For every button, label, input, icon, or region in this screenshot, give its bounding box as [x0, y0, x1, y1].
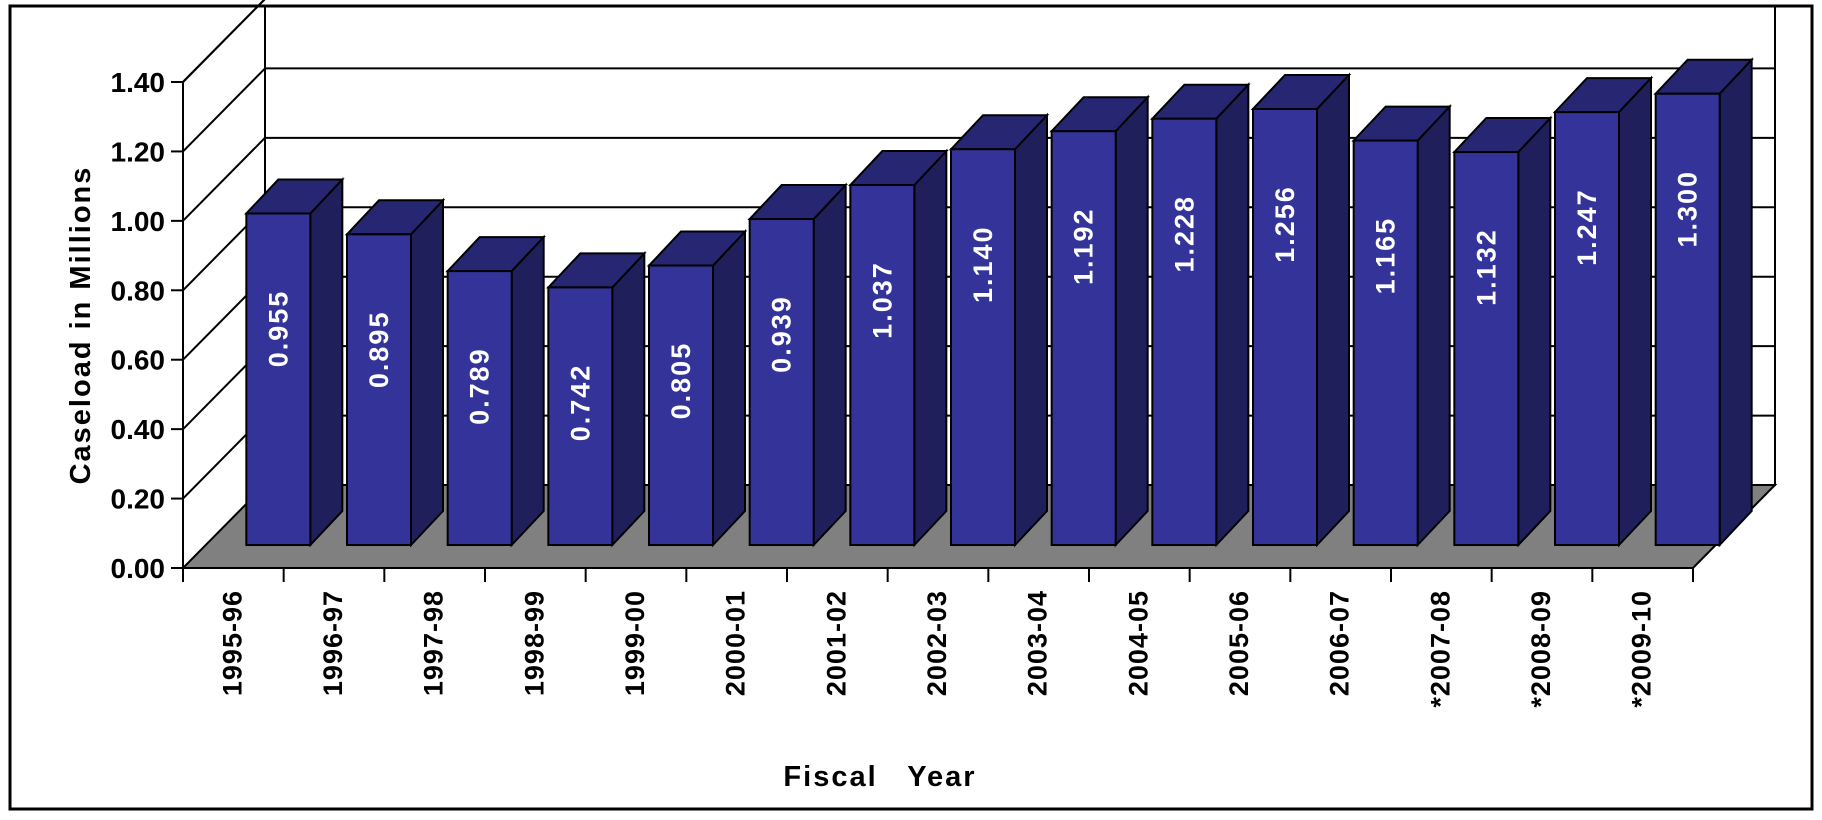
bar-value-label: 1.132 [1471, 228, 1501, 306]
bar-1995-96: 0.955 [244, 176, 345, 548]
gridline-left [182, 0, 266, 83]
bar-value-label: 0.805 [666, 342, 696, 420]
bar-front [1352, 139, 1419, 546]
bar-front [1151, 117, 1218, 547]
bar-est-2007-08: 1.132 [1452, 115, 1553, 548]
bar-side [510, 234, 545, 548]
bar-side [1014, 112, 1048, 548]
bar-side [410, 197, 444, 548]
y-tick-label: 0.40 [111, 414, 166, 445]
bar-front [1554, 111, 1620, 546]
bar-2001-02: 1.037 [848, 148, 949, 548]
gridline-left [182, 67, 266, 153]
x-tick-label: *2009-10 [1627, 590, 1657, 708]
x-tick-label: 2006-07 [1325, 590, 1355, 696]
x-tick-label: 2005-06 [1224, 590, 1254, 696]
bar-side [1215, 82, 1250, 548]
bar-value-label: 1.228 [1169, 195, 1199, 273]
bar-value-label: 0.955 [263, 290, 293, 368]
bar-front [648, 264, 714, 546]
x-tick-label: 2004-05 [1123, 590, 1153, 696]
bar-1996-97: 0.895 [344, 197, 446, 548]
bar-front [1453, 151, 1520, 547]
bar-front [1252, 107, 1318, 546]
x-tick-label: 2002-03 [922, 590, 952, 696]
bar-front [245, 212, 312, 546]
bar-value-label: 1.300 [1673, 170, 1703, 248]
y-tick-label: 1.00 [111, 206, 166, 237]
bar-front [346, 233, 412, 547]
y-tick-label: 0.80 [111, 275, 166, 306]
bar-1998-99: 0.742 [546, 250, 647, 548]
bar-side [1618, 75, 1652, 548]
y-tick-label: 0.60 [111, 345, 166, 376]
bar-front [1654, 92, 1721, 546]
chart-border [8, 4, 1814, 811]
bar-1997-98: 0.789 [445, 234, 546, 548]
bar-value-label: 1.247 [1572, 188, 1602, 266]
bar-2006-07: 1.165 [1351, 104, 1452, 548]
bar-value-label: 1.140 [968, 225, 998, 303]
y-tick-label: 1.20 [111, 136, 166, 167]
bar-front [446, 270, 513, 546]
bar-value-label: 1.256 [1270, 185, 1300, 263]
y-tick-label: 0.20 [111, 484, 166, 515]
bar-side [309, 176, 344, 548]
x-tick-label: 1995-96 [217, 590, 247, 696]
x-tick-label: *2008-09 [1526, 590, 1556, 708]
bar-side [812, 182, 847, 548]
bar-2002-03: 1.140 [948, 112, 1050, 548]
bar-value-label: 0.939 [767, 295, 797, 373]
bar-2004-05: 1.228 [1150, 82, 1251, 548]
y-tick-label: 0.00 [111, 553, 166, 584]
bar-side [1316, 72, 1350, 548]
bar-value-label: 1.192 [1069, 207, 1099, 285]
bar-side [1416, 104, 1451, 548]
bar-side [1517, 115, 1552, 548]
x-axis-title: Fiscal Year [783, 761, 976, 793]
x-tick-label: 2003-04 [1023, 590, 1053, 696]
bar-side [1718, 57, 1753, 548]
bar-2003-04: 1.192 [1049, 94, 1150, 548]
bar-value-label: 1.037 [867, 261, 897, 339]
bar-front [748, 218, 815, 546]
x-tick-label: 1999-00 [620, 590, 650, 696]
x-tick-label: 1996-97 [318, 590, 348, 696]
bar-side [611, 250, 646, 548]
bars: 0.955 0.895 0.789 0.742 0.805 0.939 1.037 1.140… [244, 57, 1754, 548]
bar-side [1114, 94, 1149, 548]
x-tick-label: 1997-98 [419, 590, 449, 696]
x-tick-label: 1998-99 [519, 590, 549, 696]
bar-front [950, 148, 1016, 546]
bar-est-2009-10: 1.300 [1653, 57, 1754, 548]
bar-value-label: 1.165 [1371, 217, 1401, 295]
bar-front [1050, 130, 1117, 546]
bar-2005-06: 1.256 [1250, 72, 1352, 548]
gridline-left [182, 137, 266, 222]
bar-side [712, 229, 746, 548]
x-tick-labels: 1995-96 1996-97 1997-98 1998-99 1999-00 2000-… [217, 590, 1656, 708]
x-tick-label: *2007-08 [1425, 590, 1455, 708]
bar-value-label: 0.742 [565, 364, 595, 442]
y-tick-label: 1.40 [111, 67, 166, 98]
x-tick-label: 2000-01 [721, 590, 751, 696]
bar-value-label: 0.895 [364, 311, 394, 389]
axes [171, 81, 1694, 582]
bar-value-label: 0.789 [465, 347, 495, 425]
y-axis-title: Caseload in Millions [65, 166, 97, 485]
y-tick-labels: 0.00 0.20 0.40 0.60 0.80 1.00 1.20 1.40 [111, 67, 166, 584]
bar-2000-01: 0.939 [747, 182, 848, 548]
bar-est-2008-09: 1.247 [1552, 75, 1654, 548]
x-tick-label: 2001-02 [821, 590, 851, 696]
bar-side [913, 148, 948, 548]
bar-front [849, 184, 916, 547]
bar-1999-00: 0.805 [646, 229, 748, 548]
bar-front [547, 286, 614, 546]
